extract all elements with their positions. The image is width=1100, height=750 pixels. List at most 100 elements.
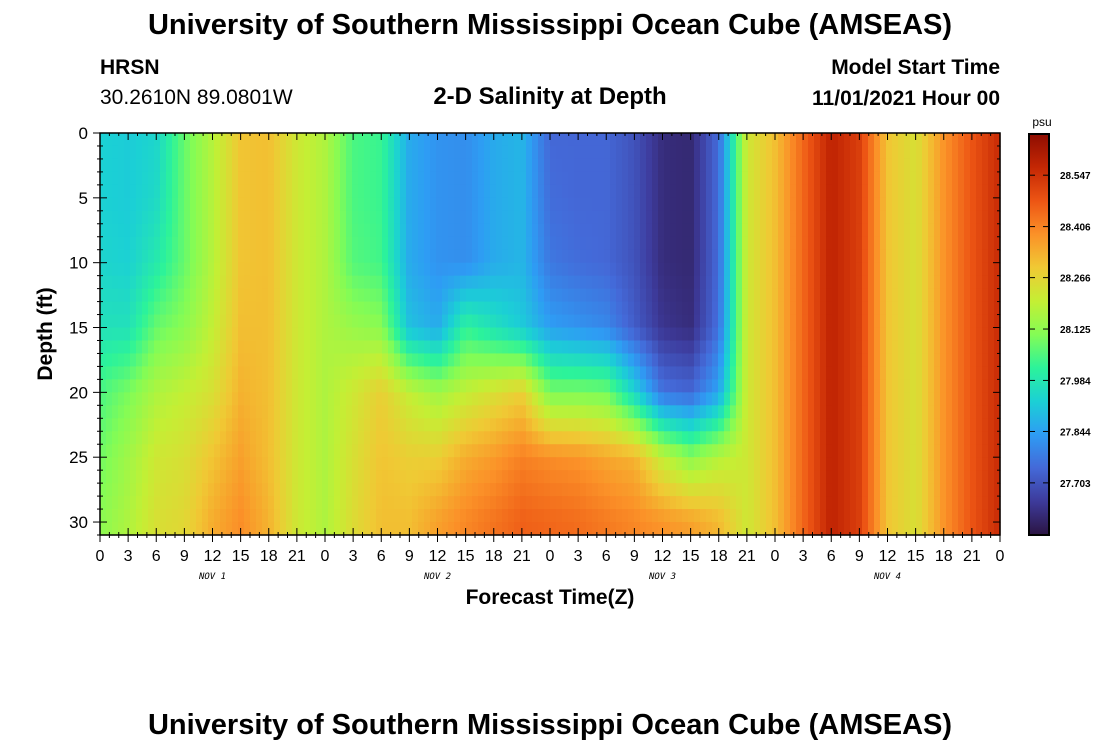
heatmap-cell	[526, 262, 533, 277]
heatmap-cell	[784, 392, 791, 406]
heatmap-cell	[418, 145, 425, 160]
heatmap-cell	[868, 392, 875, 406]
heatmap-cell	[400, 133, 407, 147]
heatmap-cell	[448, 249, 455, 264]
heatmap-cell	[556, 431, 563, 445]
heatmap-cell	[928, 509, 935, 523]
heatmap-cell	[502, 444, 509, 458]
heatmap-cell	[100, 249, 107, 264]
heatmap-cell	[280, 223, 287, 238]
heatmap-cell	[190, 366, 197, 380]
heatmap-cell	[370, 418, 377, 432]
heatmap-cell	[646, 145, 653, 160]
heatmap-cell	[856, 249, 863, 264]
heatmap-cell	[172, 288, 179, 303]
heatmap-cell	[478, 158, 485, 173]
heatmap-cell	[460, 210, 467, 225]
heatmap-cell	[550, 314, 557, 329]
heatmap-cell	[610, 444, 617, 458]
heatmap-cell	[298, 366, 305, 380]
heatmap-cell	[898, 184, 905, 199]
heatmap-cell	[730, 353, 737, 368]
heatmap-cell	[556, 366, 563, 380]
heatmap-cell	[622, 288, 629, 303]
heatmap-cell	[826, 249, 833, 264]
heatmap-cell	[292, 184, 299, 199]
heatmap-cell	[280, 249, 287, 264]
heatmap-cell	[328, 314, 335, 329]
heatmap-cell	[214, 366, 221, 380]
heatmap-cell	[592, 288, 599, 303]
heatmap-cell	[466, 483, 473, 497]
station-coordinates: 30.2610N 89.0801W	[100, 86, 293, 109]
heatmap-cell	[412, 184, 419, 199]
heatmap-cell	[568, 418, 575, 432]
heatmap-cell	[160, 236, 167, 251]
heatmap-cell	[436, 483, 443, 497]
heatmap-cell	[976, 366, 983, 380]
heatmap-cell	[988, 288, 995, 303]
heatmap-cell	[406, 288, 413, 303]
heatmap-cell	[952, 262, 959, 277]
heatmap-cell	[712, 262, 719, 277]
heatmap-cell	[412, 496, 419, 510]
heatmap-cell	[484, 496, 491, 510]
heatmap-cell	[802, 275, 809, 290]
heatmap-cell	[922, 158, 929, 173]
heatmap-cell	[124, 353, 131, 368]
heatmap-cell	[754, 171, 761, 186]
heatmap-cell	[280, 275, 287, 290]
heatmap-cell	[400, 353, 407, 368]
heatmap-cell	[694, 249, 701, 264]
heatmap-cell	[394, 249, 401, 264]
heatmap-cell	[508, 522, 515, 536]
heatmap-cell	[736, 171, 743, 186]
heatmap-cell	[214, 340, 221, 355]
heatmap-cell	[136, 210, 143, 225]
heatmap-cell	[346, 496, 353, 510]
heatmap-cell	[640, 171, 647, 186]
heatmap-cell	[706, 262, 713, 277]
heatmap-cell	[502, 496, 509, 510]
heatmap-cell	[532, 444, 539, 458]
heatmap-cell	[394, 327, 401, 342]
heatmap-cell	[736, 483, 743, 497]
model-start-label: Model Start Time	[831, 56, 1000, 79]
heatmap-cell	[670, 340, 677, 355]
heatmap-cell	[646, 470, 653, 484]
heatmap-cell	[682, 340, 689, 355]
heatmap-cell	[136, 522, 143, 536]
heatmap-cell	[436, 444, 443, 458]
heatmap-cell	[784, 184, 791, 199]
heatmap-cell	[256, 210, 263, 225]
heatmap-cell	[382, 249, 389, 264]
heatmap-cell	[496, 145, 503, 160]
heatmap-cell	[538, 496, 545, 510]
heatmap-cell	[406, 171, 413, 186]
heatmap-cell	[172, 133, 179, 147]
heatmap-cell	[616, 262, 623, 277]
heatmap-cell	[778, 314, 785, 329]
chart-title: University of Southern Mississippi Ocean…	[147, 9, 953, 41]
heatmap-cell	[412, 405, 419, 419]
heatmap-cell	[364, 392, 371, 406]
heatmap-cell	[436, 210, 443, 225]
heatmap-cell	[502, 288, 509, 303]
heatmap-cell	[580, 171, 587, 186]
heatmap-cell	[142, 457, 149, 471]
heatmap-cell	[814, 236, 821, 251]
heatmap-cell	[730, 223, 737, 238]
heatmap-cell	[682, 249, 689, 264]
heatmap-cell	[556, 133, 563, 147]
heatmap-cell	[292, 236, 299, 251]
heatmap-cell	[838, 405, 845, 419]
heatmap-cell	[664, 158, 671, 173]
heatmap-cell	[544, 197, 551, 212]
heatmap-cell	[694, 314, 701, 329]
heatmap-cell	[826, 379, 833, 393]
heatmap-cell	[574, 171, 581, 186]
heatmap-cell	[334, 379, 341, 393]
heatmap-cell	[580, 366, 587, 380]
heatmap-cell	[868, 444, 875, 458]
heatmap-cell	[154, 496, 161, 510]
